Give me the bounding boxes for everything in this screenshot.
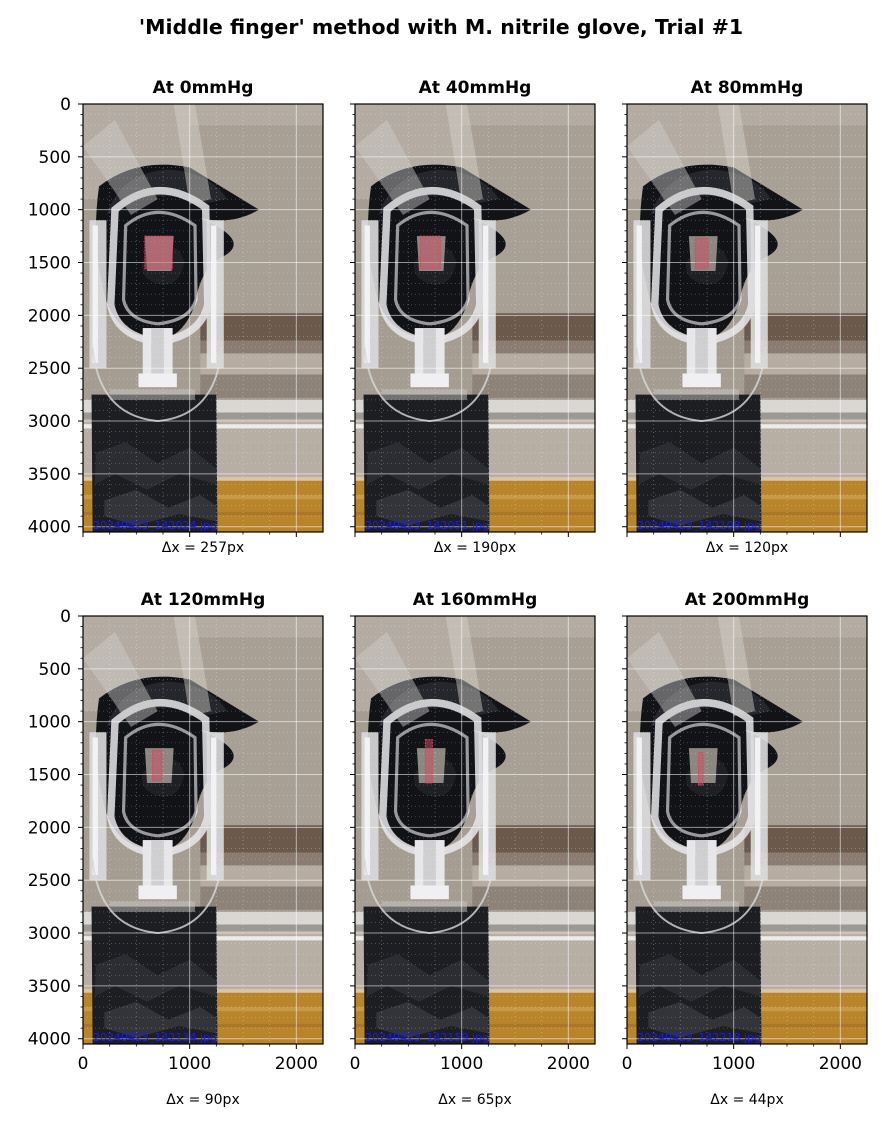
x-tick-label: 0: [622, 1054, 633, 1074]
photo-image: [627, 104, 867, 532]
y-tick-label: 3000: [28, 924, 71, 944]
file-name-label: 20240423_142024.jpg: [93, 519, 217, 532]
axes-frame: [626, 615, 868, 1045]
delta-x-label: Δx = 90px: [166, 1092, 239, 1108]
panel-photo: 20240423_142108.jpg: [627, 104, 867, 532]
panel-title: At 80mmHg: [691, 78, 804, 98]
file-name-label: 20240423_142218.jpg: [637, 1031, 761, 1044]
panel-1: 20240423_142024.jpg At 0mmHg 0 500 1000 1500 2…: [28, 78, 324, 556]
measurement-region: [419, 235, 441, 270]
x-tick-label: 0: [350, 1054, 361, 1074]
file-name-label: 20240423_142108.jpg: [637, 519, 761, 532]
delta-x-label: Δx = 120px: [706, 540, 788, 556]
panel-2: 20240423_142051.jpg At 40mmHg Δx = 190px: [350, 78, 596, 556]
figure-title: 'Middle finger' method with M. nitrile g…: [139, 15, 743, 39]
axes-frame: [354, 615, 596, 1045]
y-tick-label: 4000: [28, 1030, 71, 1050]
y-tick-label: 2000: [28, 306, 71, 326]
panel-title: At 120mmHg: [141, 590, 266, 610]
photo-image: [83, 104, 323, 532]
axes-frame: [82, 103, 324, 533]
y-tick-label: 1500: [28, 254, 71, 274]
y-tick-label: 0: [60, 607, 71, 627]
x-tick-label: 2000: [819, 1054, 862, 1074]
panel-photo: 20240423_142051.jpg: [355, 104, 595, 532]
y-tick-label: 2500: [28, 359, 71, 379]
photo-image: [355, 104, 595, 532]
file-name-label: 20240423_142159.jpg: [365, 1031, 489, 1044]
y-tick-label: 3500: [28, 465, 71, 485]
y-tick-label: 1500: [28, 766, 71, 786]
x-tick-label: 1000: [168, 1054, 211, 1074]
panel-5: 20240423_142159.jpg At 160mmHg 0 1000 2000 Δx…: [350, 590, 596, 1108]
file-name-label: 20240423_142051.jpg: [365, 519, 489, 532]
panel-title: At 200mmHg: [685, 590, 810, 610]
panel-photo: 20240423_142134.jpg: [83, 616, 323, 1044]
x-tick-label: 1000: [712, 1054, 755, 1074]
y-tick-label: 3500: [28, 977, 71, 997]
delta-x-label: Δx = 257px: [162, 540, 244, 556]
delta-x-label: Δx = 44px: [710, 1092, 783, 1108]
axes-frame: [82, 615, 324, 1045]
delta-x-label: Δx = 65px: [438, 1092, 511, 1108]
panel-photo: 20240423_142218.jpg: [627, 616, 867, 1044]
y-tick-label: 500: [39, 660, 71, 680]
panel-4: 20240423_142134.jpg At 120mmHg 0 500 1000 150…: [28, 590, 324, 1108]
file-name-label: 20240423_142134.jpg: [93, 1031, 217, 1044]
panel-3: 20240423_142108.jpg At 80mmHg Δx = 120px: [622, 78, 868, 556]
y-tick-label: 2500: [28, 871, 71, 891]
photo-image: [355, 616, 595, 1044]
x-tick-label: 2000: [547, 1054, 590, 1074]
panel-6: 20240423_142218.jpg At 200mmHg 0 1000 2000 Δx…: [622, 590, 868, 1108]
y-tick-label: 1000: [28, 201, 71, 221]
measurement-region: [144, 235, 173, 270]
y-tick-label: 4000: [28, 518, 71, 538]
panel-title: At 160mmHg: [413, 590, 538, 610]
panel-photo: 20240423_142024.jpg: [83, 104, 323, 532]
y-tick-label: 2000: [28, 818, 71, 838]
panel-photo: 20240423_142159.jpg: [355, 616, 595, 1044]
y-tick-label: 500: [39, 148, 71, 168]
measurement-region: [697, 751, 704, 786]
measurement-region: [424, 739, 433, 784]
y-tick-label: 1000: [28, 713, 71, 733]
x-tick-label: 1000: [440, 1054, 483, 1074]
axes-frame: [626, 103, 868, 533]
photo-image: [627, 616, 867, 1044]
axes-frame: [354, 103, 596, 533]
measurement-region: [694, 237, 709, 270]
panel-title: At 40mmHg: [419, 78, 532, 98]
y-tick-label: 3000: [28, 412, 71, 432]
measurement-region: [151, 749, 163, 782]
y-tick-label: 0: [60, 95, 71, 115]
photo-image: [83, 616, 323, 1044]
x-tick-label: 2000: [275, 1054, 318, 1074]
x-tick-label: 0: [78, 1054, 89, 1074]
panel-title: At 0mmHg: [153, 78, 254, 98]
delta-x-label: Δx = 190px: [434, 540, 516, 556]
